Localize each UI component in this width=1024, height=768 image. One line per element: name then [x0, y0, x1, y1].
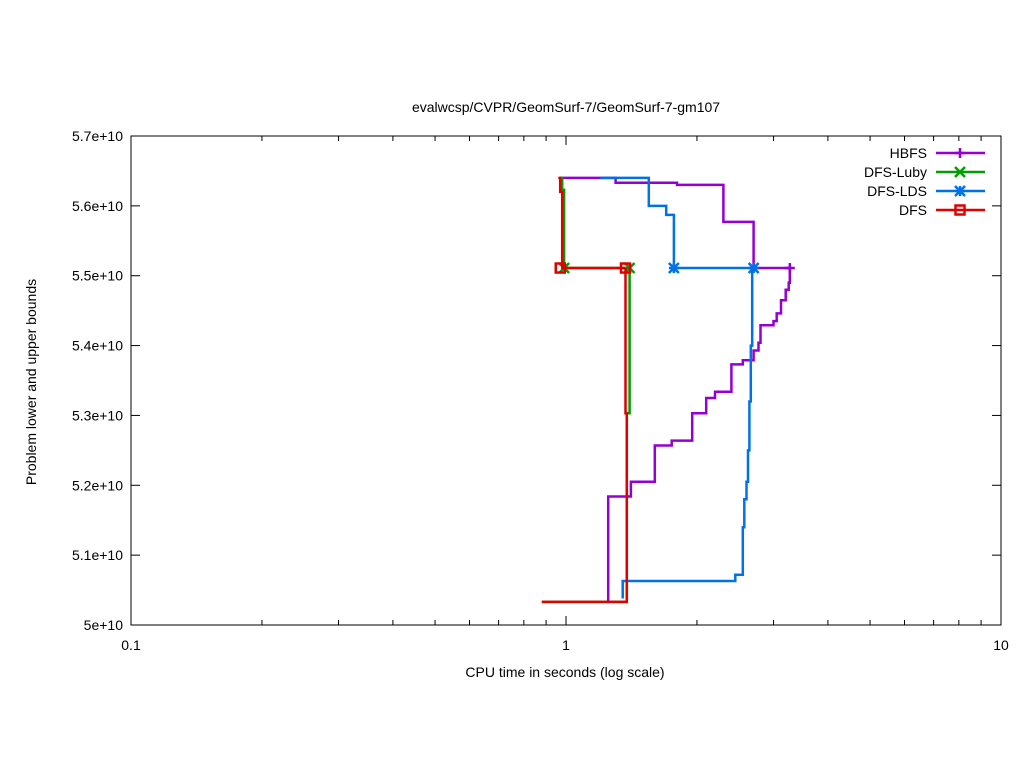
y-tick-label: 5.4e+10 [72, 338, 123, 354]
y-tick-label: 5e+10 [84, 617, 124, 633]
series-line-upper [560, 176, 792, 270]
y-axis-label: Problem lower and upper bounds [23, 279, 39, 485]
series-hbfs [560, 176, 795, 602]
chart-title: evalwcsp/CVPR/GeomSurf-7/GeomSurf-7-gm10… [412, 99, 720, 115]
y-tick-label: 5.2e+10 [72, 477, 123, 493]
series-line-lower [606, 268, 792, 602]
legend-item: HBFS [890, 145, 985, 161]
plot-frame [130, 135, 1002, 626]
legend-item: DFS-Luby [864, 164, 985, 180]
y-tick-label: 5.7e+10 [72, 128, 123, 144]
series-line-upper [558, 176, 626, 270]
legend: HBFS DFS-Luby DFS-LDS DFS [864, 145, 985, 218]
series-line-lower [541, 268, 629, 604]
x-tick-label: 10 [993, 637, 1009, 653]
x-tick-label: 1 [562, 637, 570, 653]
legend-marker [955, 148, 965, 158]
series-dfs-lds [600, 176, 760, 599]
data-point-marker [747, 262, 760, 274]
legend-item: DFS-LDS [867, 183, 985, 199]
legend-label: DFS [899, 202, 927, 218]
x-axis-label: CPU time in seconds (log scale) [465, 664, 664, 680]
y-tick-label: 5.1e+10 [72, 547, 123, 563]
data-point-marker [619, 262, 632, 274]
legend-label: DFS-LDS [867, 183, 927, 199]
series-line-lower [621, 268, 754, 599]
legend-marker [954, 185, 966, 197]
legend-marker [954, 166, 966, 178]
legend-item: DFS [899, 202, 985, 218]
legend-label: DFS-Luby [864, 164, 927, 180]
x-tick-label: 0.1 [121, 637, 141, 653]
series-layer [541, 176, 795, 604]
series-dfs [541, 176, 632, 604]
tick-layer: 5e+10 5.1e+10 5.2e+10 5.3e+10 5.4e+10 5.5e+10… [72, 128, 1009, 653]
data-point-marker [554, 262, 566, 274]
legend-marker [954, 204, 966, 216]
y-tick-label: 5.3e+10 [72, 407, 123, 423]
data-point-marker [667, 262, 680, 274]
legend-label: HBFS [890, 145, 927, 161]
series-line-upper [600, 176, 754, 270]
y-tick-label: 5.6e+10 [72, 198, 123, 214]
data-point-marker [784, 263, 795, 274]
y-tick-label: 5.5e+10 [72, 268, 123, 284]
